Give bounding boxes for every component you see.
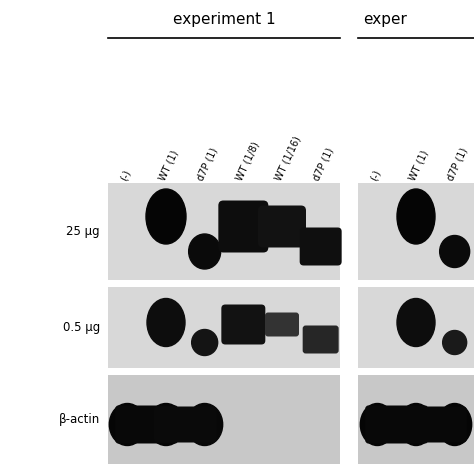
Bar [358, 375, 474, 464]
Text: 0.5 μg: 0.5 μg [63, 321, 100, 334]
Bar [358, 287, 474, 368]
Text: WT (1): WT (1) [157, 148, 180, 182]
Ellipse shape [399, 403, 433, 446]
FancyBboxPatch shape [404, 407, 467, 443]
FancyBboxPatch shape [265, 312, 299, 337]
Ellipse shape [189, 234, 221, 269]
Text: d7P (1): d7P (1) [311, 146, 336, 182]
FancyBboxPatch shape [219, 201, 268, 253]
Text: d7P (1): d7P (1) [196, 146, 219, 182]
FancyBboxPatch shape [365, 405, 428, 444]
FancyBboxPatch shape [300, 228, 342, 265]
FancyBboxPatch shape [221, 304, 265, 345]
Bar [358, 183, 474, 280]
Text: experiment 1: experiment 1 [173, 12, 275, 27]
FancyBboxPatch shape [154, 407, 217, 443]
FancyBboxPatch shape [303, 326, 338, 354]
Bar [108, 183, 340, 280]
Ellipse shape [148, 403, 184, 446]
Ellipse shape [438, 403, 472, 446]
Ellipse shape [397, 189, 435, 244]
Bar [108, 375, 340, 464]
Ellipse shape [443, 330, 467, 355]
Text: (-): (-) [118, 168, 132, 182]
Ellipse shape [397, 299, 435, 346]
Ellipse shape [147, 299, 185, 346]
Ellipse shape [360, 403, 394, 446]
Text: β-actin: β-actin [59, 413, 100, 426]
Text: 25 μg: 25 μg [66, 225, 100, 238]
Ellipse shape [440, 236, 470, 267]
Ellipse shape [191, 329, 218, 356]
Text: WT (1): WT (1) [407, 148, 430, 182]
Text: (-): (-) [368, 168, 382, 182]
Ellipse shape [109, 403, 146, 446]
Text: exper: exper [363, 12, 407, 27]
Bar [108, 287, 340, 368]
Text: d7P (1): d7P (1) [446, 146, 470, 182]
FancyBboxPatch shape [258, 206, 306, 247]
Text: WT (1/8): WT (1/8) [234, 140, 261, 182]
Text: WT (1/16): WT (1/16) [273, 135, 302, 182]
FancyBboxPatch shape [115, 405, 178, 444]
Ellipse shape [146, 189, 186, 244]
Ellipse shape [187, 403, 223, 446]
